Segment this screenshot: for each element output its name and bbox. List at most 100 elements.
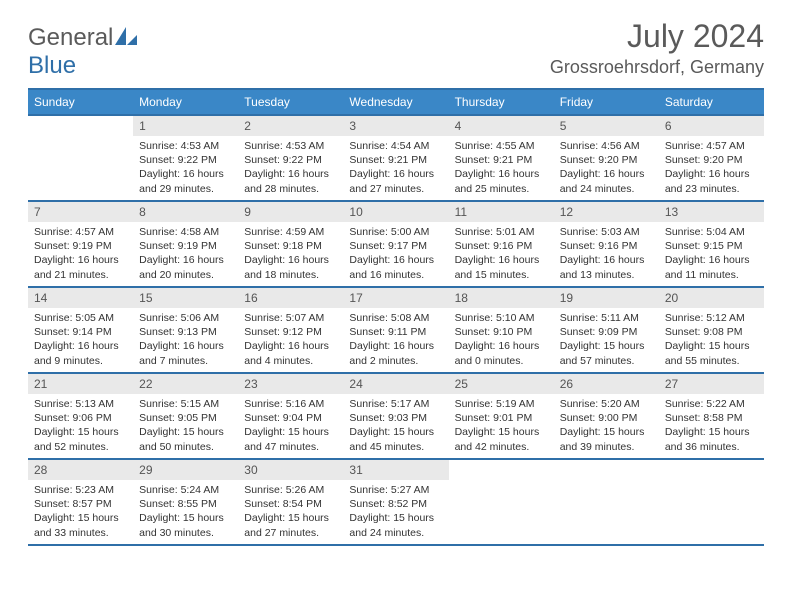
daylight-line-2: and 21 minutes. bbox=[34, 268, 127, 282]
calendar-cell: 28Sunrise: 5:23 AMSunset: 8:57 PMDayligh… bbox=[28, 459, 133, 545]
daylight-line-2: and 27 minutes. bbox=[244, 526, 337, 540]
col-sunday: Sunday bbox=[28, 89, 133, 115]
col-wednesday: Wednesday bbox=[343, 89, 448, 115]
day-details: Sunrise: 5:23 AMSunset: 8:57 PMDaylight:… bbox=[28, 480, 133, 544]
daylight-line-2: and 52 minutes. bbox=[34, 440, 127, 454]
day-number: 14 bbox=[28, 288, 133, 308]
calendar-cell: 29Sunrise: 5:24 AMSunset: 8:55 PMDayligh… bbox=[133, 459, 238, 545]
daylight-line-2: and 55 minutes. bbox=[665, 354, 758, 368]
day-number: 11 bbox=[449, 202, 554, 222]
day-number: 26 bbox=[554, 374, 659, 394]
daylight-line-1: Daylight: 16 hours bbox=[244, 339, 337, 353]
day-details: Sunrise: 5:00 AMSunset: 9:17 PMDaylight:… bbox=[343, 222, 448, 286]
location: Grossroehrsdorf, Germany bbox=[550, 57, 764, 78]
day-details: Sunrise: 5:11 AMSunset: 9:09 PMDaylight:… bbox=[554, 308, 659, 372]
daylight-line-1: Daylight: 15 hours bbox=[34, 511, 127, 525]
sunrise-line: Sunrise: 4:53 AM bbox=[139, 139, 232, 153]
sunrise-line: Sunrise: 4:57 AM bbox=[34, 225, 127, 239]
daylight-line-1: Daylight: 16 hours bbox=[560, 167, 653, 181]
sunset-line: Sunset: 8:58 PM bbox=[665, 411, 758, 425]
sunrise-line: Sunrise: 5:20 AM bbox=[560, 397, 653, 411]
calendar-cell: 21Sunrise: 5:13 AMSunset: 9:06 PMDayligh… bbox=[28, 373, 133, 459]
calendar-week: 21Sunrise: 5:13 AMSunset: 9:06 PMDayligh… bbox=[28, 373, 764, 459]
logo-text: GeneralBlue bbox=[28, 24, 137, 80]
day-details: Sunrise: 5:05 AMSunset: 9:14 PMDaylight:… bbox=[28, 308, 133, 372]
daylight-line-2: and 28 minutes. bbox=[244, 182, 337, 196]
day-number: 7 bbox=[28, 202, 133, 222]
sunrise-line: Sunrise: 4:53 AM bbox=[244, 139, 337, 153]
calendar-cell: 12Sunrise: 5:03 AMSunset: 9:16 PMDayligh… bbox=[554, 201, 659, 287]
day-number: 13 bbox=[659, 202, 764, 222]
sunrise-line: Sunrise: 4:57 AM bbox=[665, 139, 758, 153]
logo: GeneralBlue bbox=[28, 18, 137, 80]
daylight-line-1: Daylight: 15 hours bbox=[139, 511, 232, 525]
sunset-line: Sunset: 9:15 PM bbox=[665, 239, 758, 253]
sunrise-line: Sunrise: 5:04 AM bbox=[665, 225, 758, 239]
sunset-line: Sunset: 9:20 PM bbox=[560, 153, 653, 167]
calendar-cell: 27Sunrise: 5:22 AMSunset: 8:58 PMDayligh… bbox=[659, 373, 764, 459]
day-number: 18 bbox=[449, 288, 554, 308]
sunset-line: Sunset: 9:21 PM bbox=[349, 153, 442, 167]
col-monday: Monday bbox=[133, 89, 238, 115]
calendar-cell: 14Sunrise: 5:05 AMSunset: 9:14 PMDayligh… bbox=[28, 287, 133, 373]
daylight-line-1: Daylight: 16 hours bbox=[139, 339, 232, 353]
day-number: 2 bbox=[238, 116, 343, 136]
sunset-line: Sunset: 9:18 PM bbox=[244, 239, 337, 253]
day-details: Sunrise: 5:06 AMSunset: 9:13 PMDaylight:… bbox=[133, 308, 238, 372]
col-saturday: Saturday bbox=[659, 89, 764, 115]
daylight-line-2: and 25 minutes. bbox=[455, 182, 548, 196]
calendar-cell: 26Sunrise: 5:20 AMSunset: 9:00 PMDayligh… bbox=[554, 373, 659, 459]
daylight-line-2: and 11 minutes. bbox=[665, 268, 758, 282]
sunrise-line: Sunrise: 5:00 AM bbox=[349, 225, 442, 239]
daylight-line-1: Daylight: 15 hours bbox=[244, 425, 337, 439]
day-details: Sunrise: 4:54 AMSunset: 9:21 PMDaylight:… bbox=[343, 136, 448, 200]
daylight-line-1: Daylight: 16 hours bbox=[139, 167, 232, 181]
sunset-line: Sunset: 9:04 PM bbox=[244, 411, 337, 425]
sunrise-line: Sunrise: 4:56 AM bbox=[560, 139, 653, 153]
day-number: 8 bbox=[133, 202, 238, 222]
daylight-line-1: Daylight: 16 hours bbox=[665, 253, 758, 267]
day-number: 9 bbox=[238, 202, 343, 222]
calendar-table: Sunday Monday Tuesday Wednesday Thursday… bbox=[28, 88, 764, 546]
calendar-cell: 17Sunrise: 5:08 AMSunset: 9:11 PMDayligh… bbox=[343, 287, 448, 373]
sunset-line: Sunset: 9:08 PM bbox=[665, 325, 758, 339]
day-number: 24 bbox=[343, 374, 448, 394]
calendar-cell: 6Sunrise: 4:57 AMSunset: 9:20 PMDaylight… bbox=[659, 115, 764, 201]
sunrise-line: Sunrise: 5:05 AM bbox=[34, 311, 127, 325]
daylight-line-2: and 33 minutes. bbox=[34, 526, 127, 540]
calendar-week: 28Sunrise: 5:23 AMSunset: 8:57 PMDayligh… bbox=[28, 459, 764, 545]
sunrise-line: Sunrise: 5:17 AM bbox=[349, 397, 442, 411]
daylight-line-2: and 42 minutes. bbox=[455, 440, 548, 454]
calendar-cell: 16Sunrise: 5:07 AMSunset: 9:12 PMDayligh… bbox=[238, 287, 343, 373]
day-number: 10 bbox=[343, 202, 448, 222]
logo-word-general: General bbox=[28, 24, 113, 51]
sunset-line: Sunset: 9:09 PM bbox=[560, 325, 653, 339]
calendar-cell: 3Sunrise: 4:54 AMSunset: 9:21 PMDaylight… bbox=[343, 115, 448, 201]
daylight-line-1: Daylight: 16 hours bbox=[455, 167, 548, 181]
day-details: Sunrise: 5:22 AMSunset: 8:58 PMDaylight:… bbox=[659, 394, 764, 458]
calendar-cell bbox=[554, 459, 659, 545]
sunset-line: Sunset: 9:20 PM bbox=[665, 153, 758, 167]
sunrise-line: Sunrise: 5:11 AM bbox=[560, 311, 653, 325]
calendar-cell: 30Sunrise: 5:26 AMSunset: 8:54 PMDayligh… bbox=[238, 459, 343, 545]
daylight-line-2: and 4 minutes. bbox=[244, 354, 337, 368]
sunrise-line: Sunrise: 5:13 AM bbox=[34, 397, 127, 411]
daylight-line-1: Daylight: 16 hours bbox=[455, 339, 548, 353]
daylight-line-2: and 20 minutes. bbox=[139, 268, 232, 282]
daylight-line-2: and 24 minutes. bbox=[560, 182, 653, 196]
col-friday: Friday bbox=[554, 89, 659, 115]
daylight-line-2: and 30 minutes. bbox=[139, 526, 232, 540]
sunset-line: Sunset: 8:54 PM bbox=[244, 497, 337, 511]
sunset-line: Sunset: 9:13 PM bbox=[139, 325, 232, 339]
sunrise-line: Sunrise: 5:08 AM bbox=[349, 311, 442, 325]
sunrise-line: Sunrise: 5:23 AM bbox=[34, 483, 127, 497]
day-number: 17 bbox=[343, 288, 448, 308]
calendar-week: 14Sunrise: 5:05 AMSunset: 9:14 PMDayligh… bbox=[28, 287, 764, 373]
daylight-line-2: and 29 minutes. bbox=[139, 182, 232, 196]
day-details: Sunrise: 5:16 AMSunset: 9:04 PMDaylight:… bbox=[238, 394, 343, 458]
calendar-cell: 9Sunrise: 4:59 AMSunset: 9:18 PMDaylight… bbox=[238, 201, 343, 287]
calendar-cell: 18Sunrise: 5:10 AMSunset: 9:10 PMDayligh… bbox=[449, 287, 554, 373]
calendar-cell: 4Sunrise: 4:55 AMSunset: 9:21 PMDaylight… bbox=[449, 115, 554, 201]
day-details: Sunrise: 4:59 AMSunset: 9:18 PMDaylight:… bbox=[238, 222, 343, 286]
sunset-line: Sunset: 9:11 PM bbox=[349, 325, 442, 339]
